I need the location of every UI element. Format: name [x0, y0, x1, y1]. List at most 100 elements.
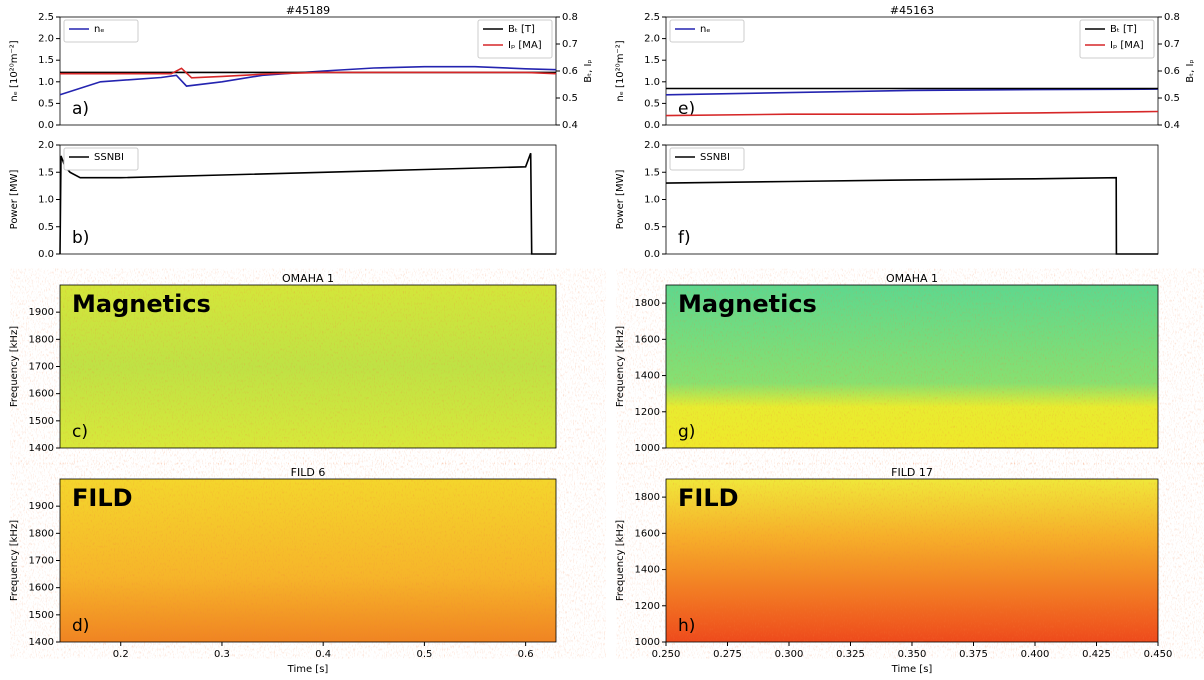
y-tick-label: 0.0 [644, 120, 660, 131]
y2-tick-label: 0.8 [1164, 12, 1180, 23]
y-tick-label: 1800 [29, 334, 54, 345]
x-tick-label: 0.325 [836, 649, 865, 660]
y-tick-label: 2.0 [644, 34, 660, 45]
x-tick-label: 0.3 [214, 649, 230, 660]
y2-tick-label: 0.5 [562, 93, 578, 104]
y-tick-label: 1800 [635, 298, 660, 309]
y-tick-label: 1.0 [644, 195, 660, 206]
y2-tick-label: 0.6 [1164, 66, 1180, 77]
y-tick-label: 1.5 [38, 167, 54, 178]
y-tick-label: 1000 [635, 637, 660, 648]
y-tick-label: 1000 [635, 443, 660, 454]
y2-tick-label: 0.7 [562, 39, 578, 50]
y-axis-label: Frequency [kHz] [615, 520, 626, 601]
y-tick-label: 0.5 [38, 222, 54, 233]
y-tick-label: 0.5 [644, 98, 660, 109]
y2-tick-label: 0.6 [562, 66, 578, 77]
series-line [60, 67, 557, 79]
y2-axis-label: Bₜ, Iₚ [583, 59, 594, 82]
panel-label: b) [72, 228, 89, 248]
panel-label: g) [678, 422, 695, 442]
y-tick-label: 1400 [29, 637, 54, 648]
x-axis-label: Time [s] [891, 664, 933, 675]
y-tick-label: 1200 [635, 407, 660, 418]
legend-box [669, 19, 745, 43]
y-tick-label: 2.5 [644, 12, 660, 23]
y-tick-label: 1.5 [644, 167, 660, 178]
y2-tick-label: 0.4 [1164, 120, 1180, 131]
legend-box [669, 147, 745, 171]
panel-title: FILD 6 [291, 466, 326, 479]
panel-title: OMAHA 1 [886, 272, 938, 285]
y-tick-label: 2.0 [38, 34, 54, 45]
x-tick-label: 0.6 [518, 649, 534, 660]
y-tick-label: 1400 [635, 371, 660, 382]
y-axis-label: Frequency [kHz] [9, 326, 20, 407]
y-tick-label: 1.0 [38, 195, 54, 206]
legend-label: Bₜ [T] [1110, 24, 1137, 35]
y2-tick-label: 0.4 [562, 120, 578, 131]
y-axis-label: Frequency [kHz] [615, 326, 626, 407]
x-tick-label: 0.350 [898, 649, 927, 660]
panel-label: a) [72, 99, 89, 119]
panel-title: OMAHA 1 [282, 272, 334, 285]
y-tick-label: 1500 [29, 610, 54, 621]
legend-label: SSNBI [94, 152, 124, 163]
spectrogram-noise [60, 285, 556, 448]
panel-label: d) [72, 616, 89, 636]
y-tick-label: 0.0 [38, 249, 54, 260]
x-tick-label: 0.250 [652, 649, 681, 660]
y-tick-label: 1800 [29, 528, 54, 539]
y-axis-label: nₑ [10²⁰m⁻²] [9, 40, 20, 101]
x-tick-label: 0.375 [959, 649, 988, 660]
plot-frame [665, 284, 1159, 449]
annotation: FILD [678, 484, 739, 512]
panel-label: f) [678, 228, 691, 248]
legend-label: Iₚ [MA] [508, 40, 542, 51]
y-tick-label: 2.0 [644, 140, 660, 151]
annotation: Magnetics [678, 290, 817, 318]
y-tick-label: 2.0 [38, 140, 54, 151]
y-axis-label: Frequency [kHz] [9, 520, 20, 601]
spectrogram-noise [60, 479, 556, 642]
y-tick-label: 1.0 [38, 77, 54, 88]
y-tick-label: 1.5 [644, 55, 660, 66]
x-tick-label: 0.4 [315, 649, 331, 660]
spectrogram-noise [666, 285, 1158, 448]
x-tick-label: 0.300 [775, 649, 804, 660]
series-line [59, 65, 557, 96]
panel-title: FILD 17 [891, 466, 933, 479]
legend-label: nₑ [700, 24, 711, 35]
y-axis-label: Power [MW] [9, 170, 20, 230]
y-tick-label: 1800 [635, 492, 660, 503]
y2-tick-label: 0.8 [562, 12, 578, 23]
panel-label: h) [678, 616, 695, 636]
series-line [665, 110, 1159, 117]
legend-label: Bₜ [T] [508, 24, 535, 35]
y-tick-label: 1.0 [644, 77, 660, 88]
y-tick-label: 1900 [29, 307, 54, 318]
y-tick-label: 0.5 [38, 98, 54, 109]
y-tick-label: 1.5 [38, 55, 54, 66]
y-tick-label: 1900 [29, 501, 54, 512]
y-tick-label: 0.0 [644, 249, 660, 260]
y-tick-label: 1600 [29, 583, 54, 594]
x-tick-label: 0.450 [1144, 649, 1173, 660]
panel-title: #45163 [890, 4, 934, 17]
y-tick-label: 0.5 [644, 222, 660, 233]
legend-label: nₑ [94, 24, 105, 35]
y-tick-label: 1200 [635, 601, 660, 612]
y2-tick-label: 0.5 [1164, 93, 1180, 104]
legend-label: Iₚ [MA] [1110, 40, 1144, 51]
y-tick-label: 1600 [635, 528, 660, 539]
legend-box [63, 19, 139, 43]
series-line [665, 176, 1158, 255]
y-axis-label: nₑ [10²⁰m⁻²] [615, 40, 626, 101]
y-tick-label: 2.5 [38, 12, 54, 23]
y-tick-label: 1500 [29, 416, 54, 427]
y2-tick-label: 0.7 [1164, 39, 1180, 50]
spectrogram-noise [666, 479, 1158, 642]
panel-title: #45189 [286, 4, 330, 17]
y-tick-label: 1700 [29, 556, 54, 567]
